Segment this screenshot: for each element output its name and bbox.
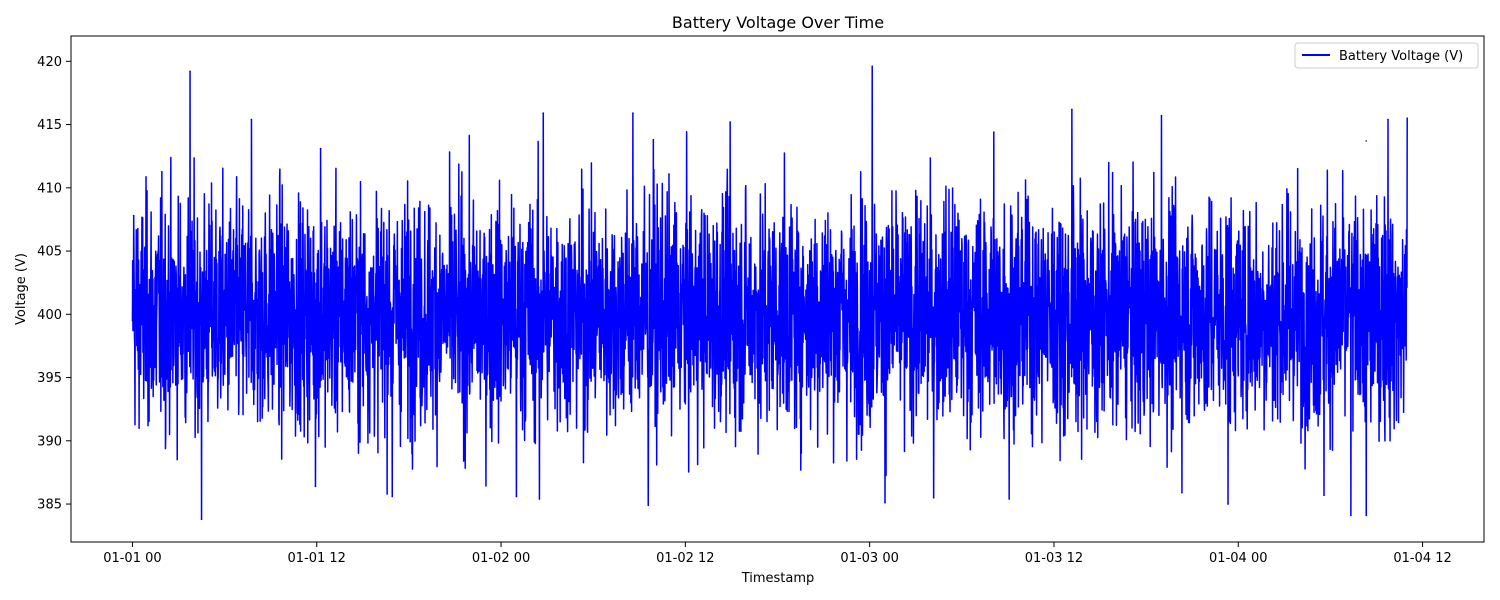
data-point [871, 65, 874, 68]
data-point [319, 147, 322, 150]
x-tick-label: 01-03 12 [1025, 551, 1083, 566]
y-tick-label: 405 [37, 245, 62, 260]
data-point [1323, 494, 1325, 497]
data-point [1365, 140, 1368, 142]
data-point [1406, 117, 1409, 120]
y-tick-label: 415 [37, 118, 62, 133]
data-point [131, 319, 134, 322]
data-point [542, 112, 545, 114]
data-point [647, 504, 650, 507]
data-point [652, 138, 655, 141]
data-point [189, 70, 191, 73]
data-point [314, 485, 317, 488]
y-tick-label: 410 [37, 181, 62, 196]
x-tick-label: 01-01 00 [103, 551, 161, 566]
data-point [515, 495, 518, 498]
data-point [884, 501, 886, 504]
x-tick-label: 01-03 00 [840, 551, 898, 566]
y-tick-label: 395 [37, 371, 62, 386]
y-axis-title: Voltage (V) [14, 253, 29, 325]
data-point [729, 121, 731, 123]
chart-title: Battery Voltage Over Time [672, 13, 884, 32]
data-point [132, 214, 135, 217]
plot-frame [70, 35, 1485, 543]
data-point [993, 131, 995, 133]
data-point [1008, 498, 1010, 500]
data-point [250, 118, 253, 121]
legend: Battery Voltage (V) [1294, 42, 1479, 69]
data-point [1387, 118, 1389, 121]
data-point [538, 498, 541, 500]
data-point [932, 496, 935, 499]
legend-label: Battery Voltage (V) [1339, 49, 1463, 64]
data-point [1160, 114, 1163, 117]
data-point [1365, 514, 1368, 517]
x-axis: 01-01 00 01-01 12 01-02 00 01-02 12 01-03 00… [103, 542, 1452, 566]
y-tick-label: 400 [37, 308, 62, 323]
data-point [1227, 503, 1229, 505]
x-tick-label: 01-04 00 [1209, 551, 1267, 566]
data-point [632, 112, 634, 114]
x-tick-label: 01-04 12 [1393, 551, 1451, 566]
series-line-battery-voltage [131, 65, 1408, 520]
x-axis-title: Timestamp [741, 571, 815, 586]
x-tick-label: 01-02 12 [656, 551, 714, 566]
y-tick-label: 420 [37, 55, 62, 70]
data-point [1350, 514, 1352, 517]
y-axis: 385 390 395 400 405 410 415 420 [37, 55, 71, 513]
y-tick-label: 385 [37, 498, 62, 513]
x-tick-label: 01-02 00 [472, 551, 530, 566]
x-tick-label: 01-01 12 [288, 551, 346, 566]
y-tick-label: 390 [37, 434, 62, 449]
legend-box [1294, 42, 1479, 69]
data-point [391, 495, 394, 498]
data-point [1071, 108, 1073, 111]
data-point [200, 518, 203, 521]
plot-area [131, 65, 1409, 521]
data-point [1181, 491, 1183, 494]
